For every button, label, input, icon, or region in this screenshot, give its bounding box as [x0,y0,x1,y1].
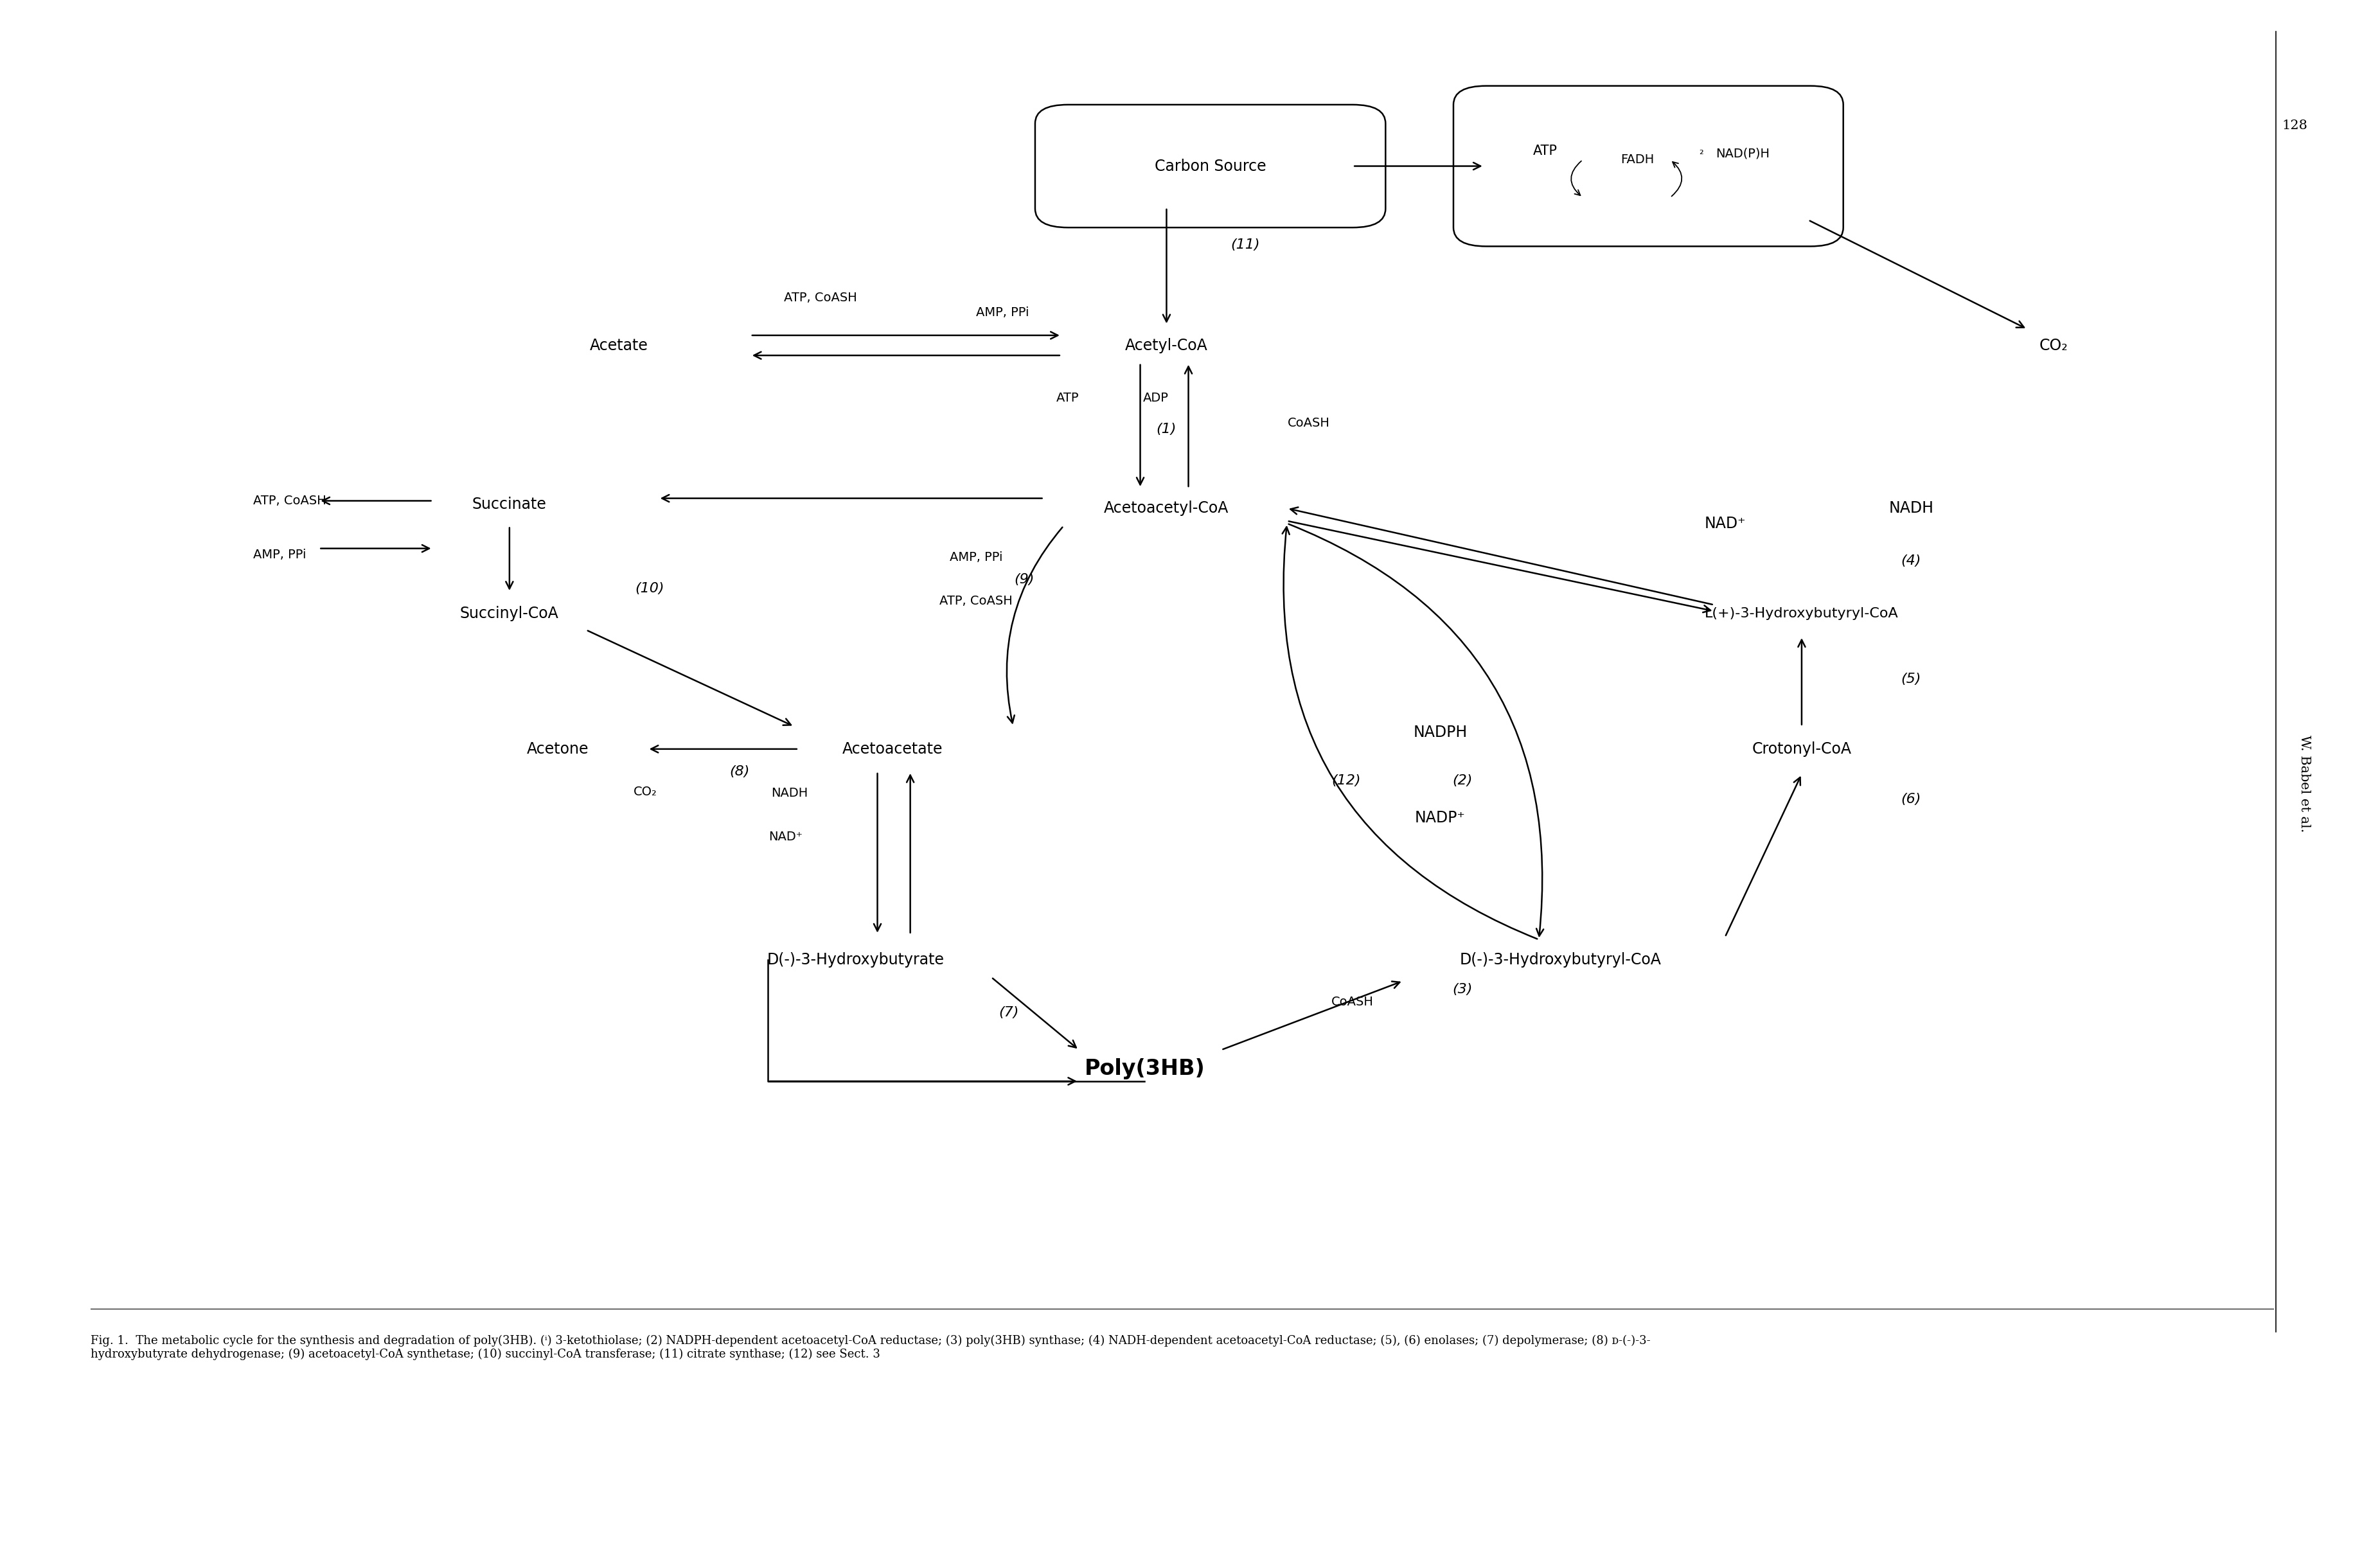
Text: CO₂: CO₂ [2040,337,2068,353]
Text: NAD(P)H: NAD(P)H [1716,147,1768,160]
Text: AMP, PPi: AMP, PPi [976,307,1028,318]
Text: (12): (12) [1330,774,1361,787]
Text: CoASH: CoASH [1330,997,1373,1008]
Text: ATP, CoASH: ATP, CoASH [940,595,1012,606]
Text: NADH: NADH [1887,500,1933,516]
Text: NADP⁺: NADP⁺ [1414,810,1466,826]
Text: L(+)-3-Hydroxybutyryl-CoA: L(+)-3-Hydroxybutyryl-CoA [1704,606,1899,621]
Text: (6): (6) [1902,793,1921,805]
Text: 128: 128 [2282,119,2306,132]
Text: ATP: ATP [1533,144,1557,158]
Text: AMP, PPi: AMP, PPi [950,552,1002,563]
Text: Acetate: Acetate [590,337,647,353]
Text: Poly(3HB): Poly(3HB) [1083,1058,1204,1080]
Text: NADH: NADH [771,787,807,799]
Text: Crotonyl-CoA: Crotonyl-CoA [1752,741,1852,757]
Text: (7): (7) [1000,1006,1019,1019]
Text: Succinate: Succinate [471,497,547,512]
Text: NAD⁺: NAD⁺ [769,831,802,843]
Text: (4): (4) [1902,555,1921,567]
Text: Succinyl-CoA: Succinyl-CoA [459,606,559,622]
Text: ATP, CoASH: ATP, CoASH [783,291,857,304]
FancyBboxPatch shape [1454,86,1842,246]
Text: D(-)-3-Hydroxybutyrate: D(-)-3-Hydroxybutyrate [766,951,945,967]
Text: NAD⁺: NAD⁺ [1704,516,1745,531]
Text: Acetoacetate: Acetoacetate [843,741,942,757]
Text: W. Babel et al.: W. Babel et al. [2297,735,2311,832]
Text: FADH: FADH [1621,154,1654,166]
Text: Carbon Source: Carbon Source [1154,158,1266,174]
Text: (1): (1) [1157,423,1176,436]
Text: ADP: ADP [1142,392,1169,404]
Text: (8): (8) [728,765,750,779]
Text: (3): (3) [1452,983,1471,997]
Text: (5): (5) [1902,672,1921,685]
Text: (9): (9) [1014,574,1033,586]
Text: NADPH: NADPH [1414,726,1466,741]
Text: (2): (2) [1452,774,1471,787]
Text: (11): (11) [1230,238,1259,252]
Text: CoASH: CoASH [1288,417,1330,429]
Text: ATP: ATP [1057,392,1078,404]
Text: AMP, PPi: AMP, PPi [252,548,307,561]
Text: D(-)-3-Hydroxybutyryl-CoA: D(-)-3-Hydroxybutyryl-CoA [1459,951,1661,967]
Text: ATP, CoASH: ATP, CoASH [252,495,326,506]
Text: Acetyl-CoA: Acetyl-CoA [1126,337,1207,353]
Text: ₂: ₂ [1699,146,1702,157]
FancyBboxPatch shape [1035,105,1385,227]
Text: CO₂: CO₂ [633,785,657,798]
Text: (10): (10) [635,581,664,595]
Text: Acetoacetyl-CoA: Acetoacetyl-CoA [1104,500,1228,516]
Text: Fig. 1.  The metabolic cycle for the synthesis and degradation of poly(3HB). (ⁱ): Fig. 1. The metabolic cycle for the synt… [90,1335,1649,1360]
Text: Acetone: Acetone [526,741,588,757]
